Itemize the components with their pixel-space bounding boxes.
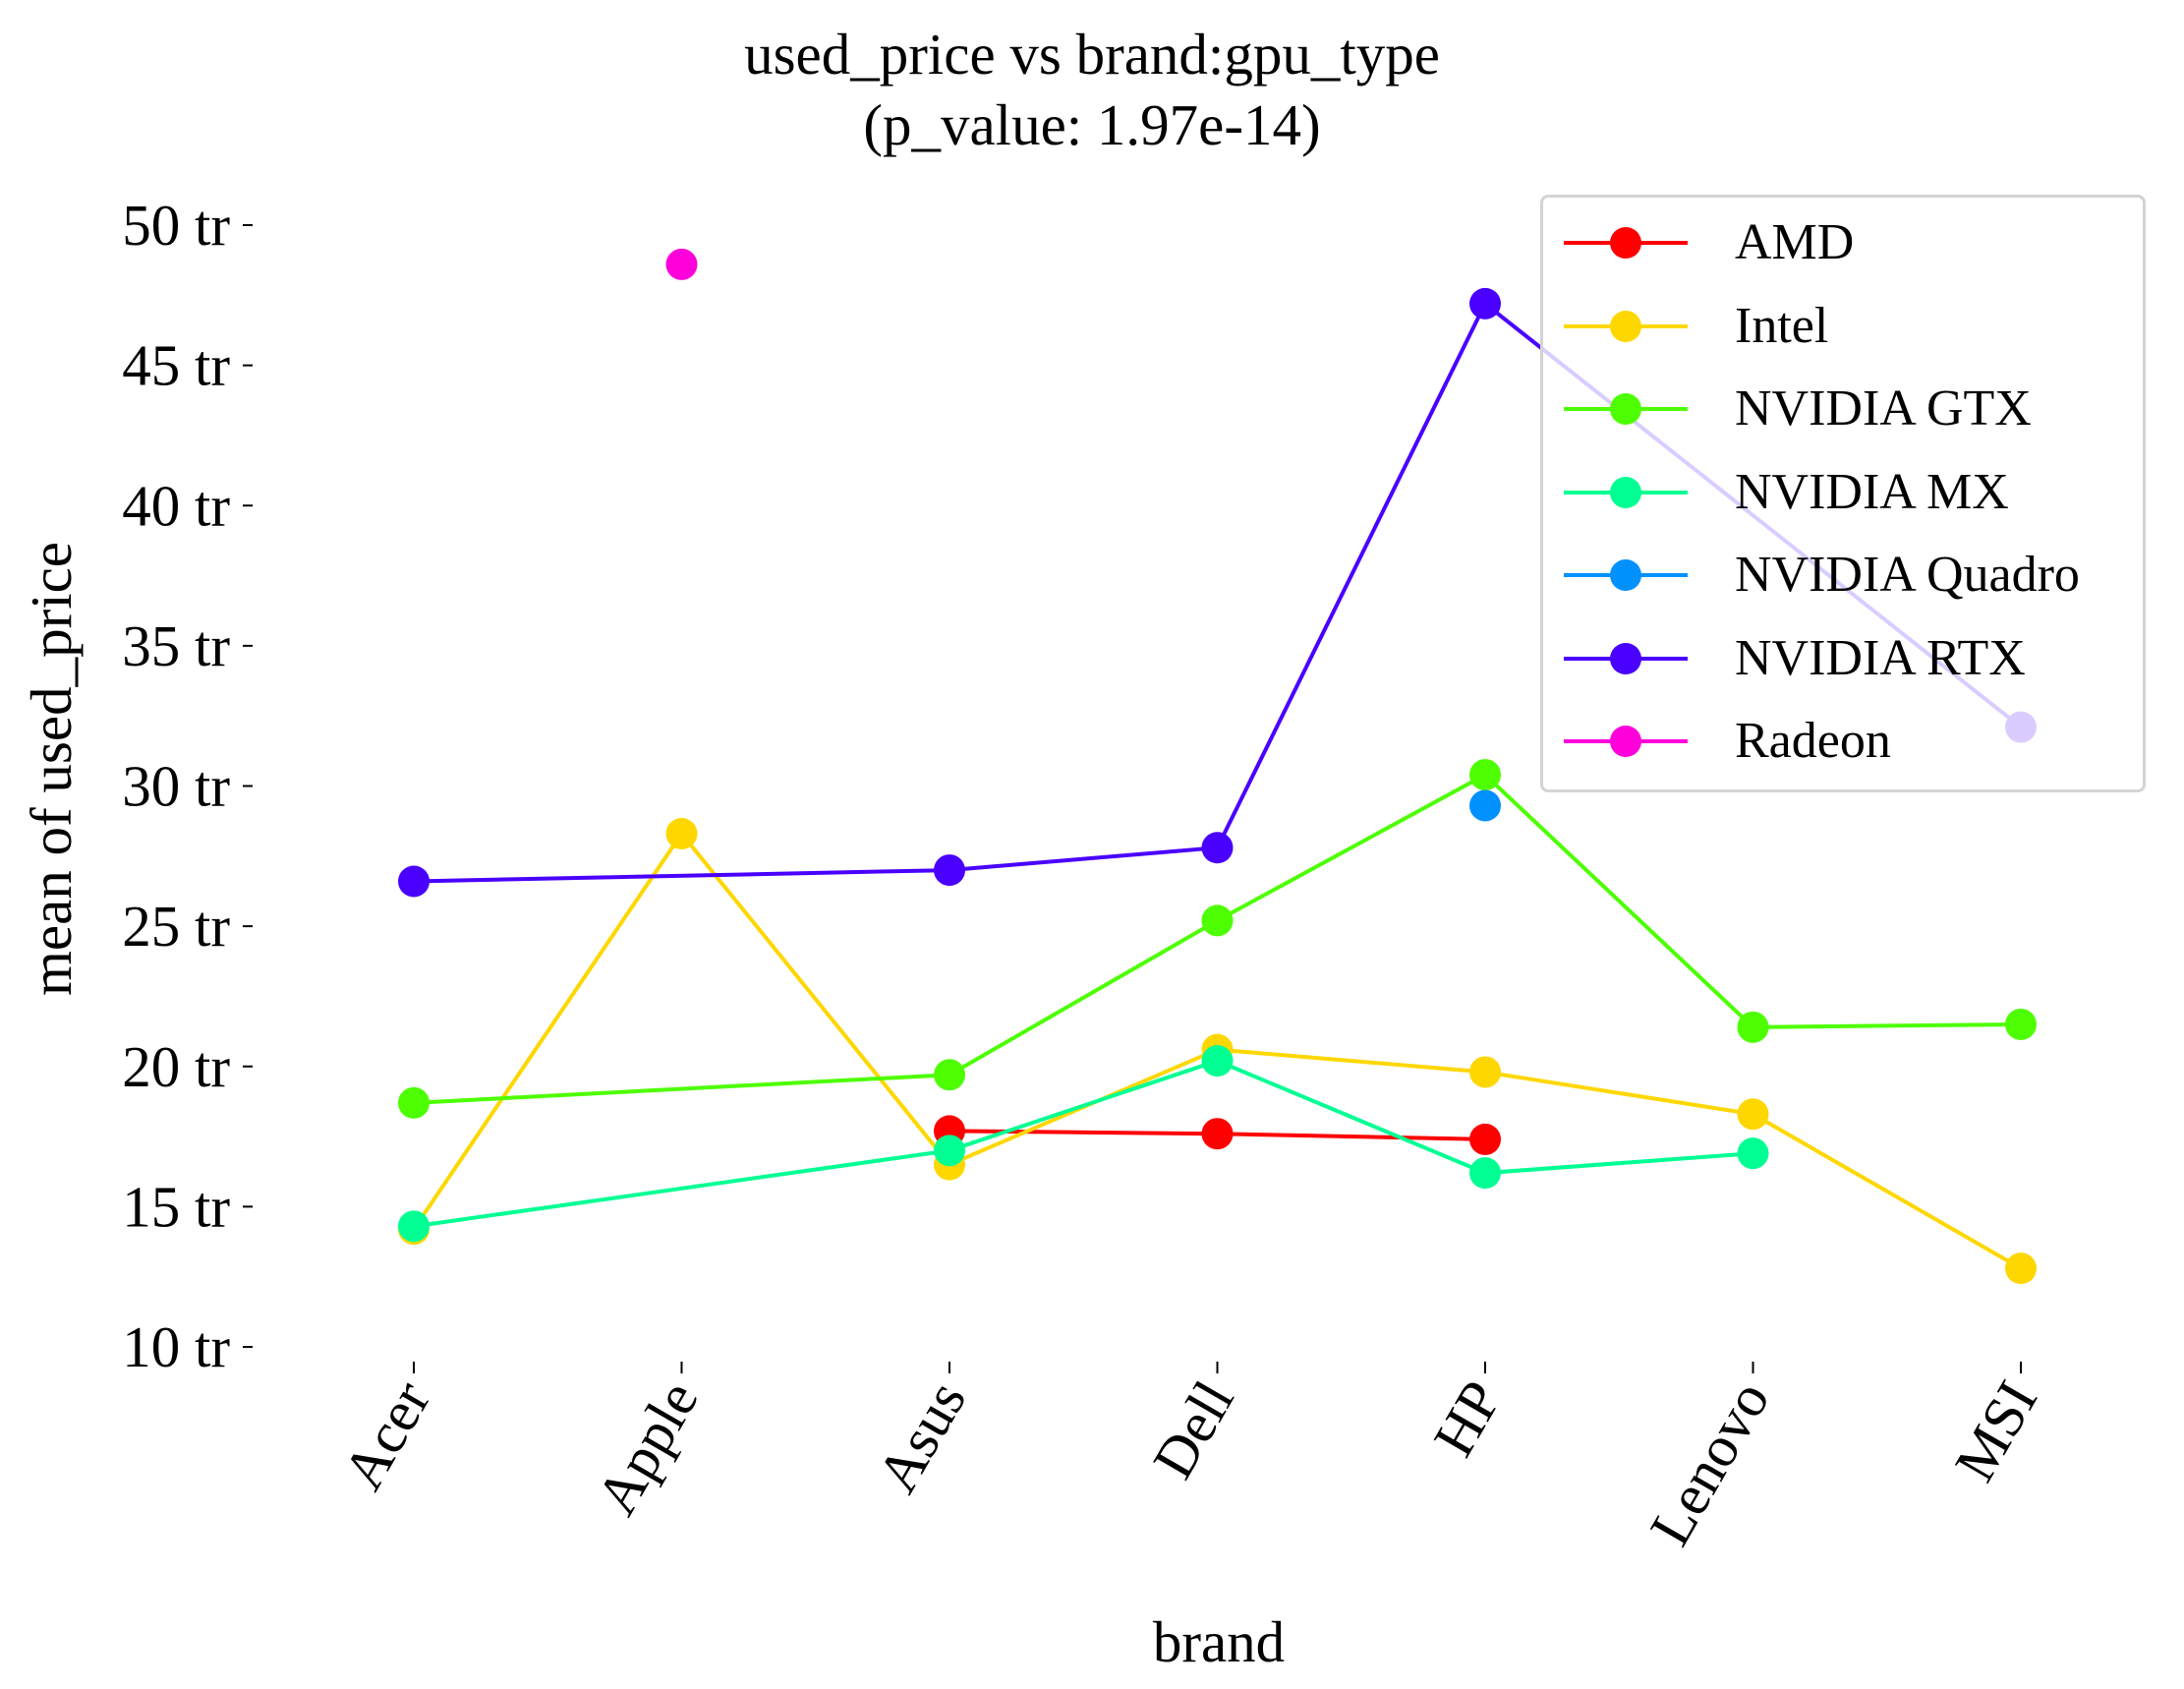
data-point: [398, 865, 430, 898]
data-point: [1469, 789, 1501, 822]
x-axis-title: brand: [1153, 1609, 1285, 1674]
data-point: [2005, 1008, 2037, 1040]
legend-label: NVIDIA RTX: [1735, 629, 2026, 686]
legend-label: NVIDIA Quadro: [1735, 547, 2080, 603]
y-tick-label: 25 tr: [122, 894, 230, 959]
legend-marker: [1610, 310, 1641, 342]
legend-label: NVIDIA MX: [1735, 463, 2009, 520]
data-point: [398, 1210, 430, 1243]
data-point: [665, 817, 698, 849]
data-point: [665, 248, 698, 280]
y-tick-label: 20 tr: [122, 1034, 230, 1099]
chart-subtitle: (p_value: 1.97e-14): [863, 92, 1321, 157]
y-tick-label: 35 tr: [122, 613, 230, 678]
series-line-3: [413, 1058, 1753, 1229]
data-point: [934, 1059, 965, 1091]
x-tick-label: Acer: [330, 1369, 443, 1500]
y-axis-title: mean of used_price: [19, 542, 84, 996]
data-point: [1469, 1157, 1501, 1190]
legend-item: NVIDIA RTX: [1543, 629, 2143, 688]
y-tick-label: 50 tr: [122, 193, 230, 258]
legend-marker: [1610, 726, 1641, 757]
data-point: [398, 1086, 430, 1119]
legend-marker: [1610, 393, 1641, 425]
legend-marker: [1610, 476, 1641, 508]
x-tick-label: Apple: [584, 1370, 711, 1526]
legend-item: AMD: [1543, 213, 2143, 272]
legend-item: NVIDIA Quadro: [1543, 546, 2143, 605]
data-point: [1469, 1056, 1501, 1088]
legend-label: AMD: [1735, 214, 1855, 270]
legend-item: Intel: [1543, 297, 2143, 356]
x-tick-label: HP: [1420, 1370, 1514, 1467]
y-tick-label: 30 tr: [122, 754, 230, 819]
legend-label: Radeon: [1735, 713, 1891, 769]
data-point: [1737, 1137, 1769, 1170]
chart-title: used_price vs brand:gpu_type: [744, 22, 1440, 87]
x-tick-label: Asus: [864, 1370, 978, 1503]
legend-label: NVIDIA GTX: [1735, 380, 2032, 437]
data-point: [1469, 1123, 1501, 1155]
data-point: [1737, 1098, 1769, 1131]
x-tick-label: MSI: [1942, 1370, 2050, 1492]
legend-marker: [1610, 227, 1641, 259]
legend: AMD Intel NVIDIA GTX NVIDIA MX NVIDIA Quadro…: [1540, 195, 2146, 792]
x-tick-label: Lenovo: [1637, 1370, 1781, 1556]
legend-label: Intel: [1735, 297, 1829, 354]
data-point: [1201, 1045, 1234, 1077]
data-point: [1201, 1118, 1234, 1150]
data-point: [1201, 832, 1234, 864]
y-tick-label: 45 tr: [122, 333, 230, 398]
data-point: [934, 1135, 965, 1167]
y-axis: 10 tr 15 tr 20 tr 25 tr 30 tr 35 tr 40 tr 45 tr…: [122, 193, 253, 1379]
y-tick-label: 15 tr: [122, 1174, 230, 1239]
legend-item: NVIDIA GTX: [1543, 379, 2143, 438]
x-tick-label: Dell: [1140, 1370, 1246, 1489]
y-tick-label: 40 tr: [122, 473, 230, 538]
y-tick-label: 10 tr: [122, 1314, 230, 1379]
data-point: [1201, 904, 1234, 937]
data-point: [1469, 759, 1501, 791]
data-point: [2005, 1252, 2037, 1285]
x-axis: Acer Apple Asus Dell HP Lenovo MSI: [330, 1362, 2049, 1556]
series-line-2: [413, 772, 2022, 1105]
legend-marker: [1610, 642, 1641, 674]
data-point: [1469, 287, 1501, 320]
data-point: [1737, 1011, 1769, 1043]
legend-marker: [1610, 559, 1641, 591]
legend-item: Radeon: [1543, 712, 2143, 771]
legend-item: NVIDIA MX: [1543, 463, 2143, 522]
data-point: [934, 854, 965, 887]
